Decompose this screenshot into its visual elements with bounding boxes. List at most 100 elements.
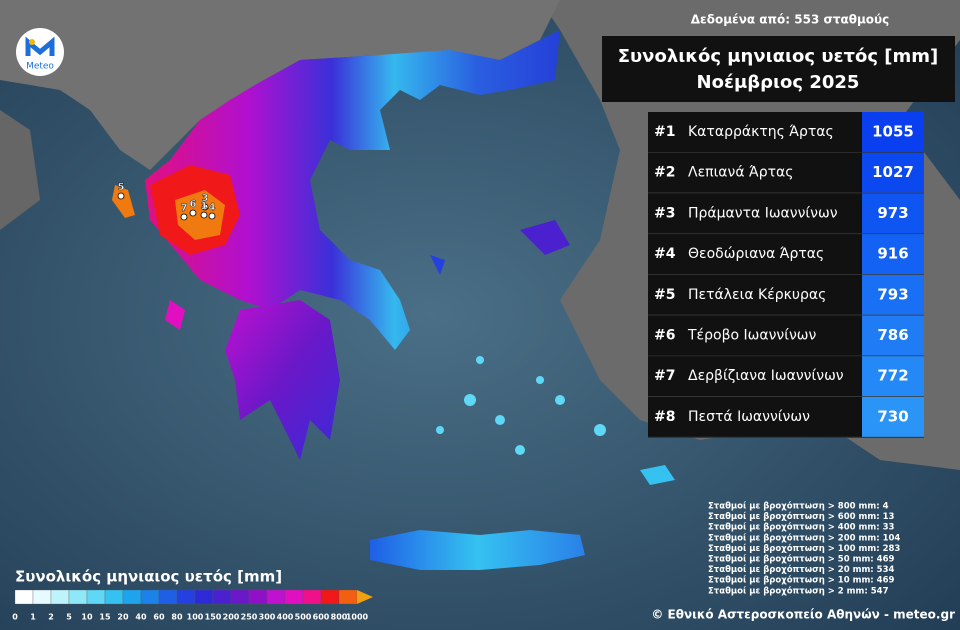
- corfu: [112, 185, 135, 218]
- value-cell: [862, 274, 924, 315]
- source-note: Δεδομένα από: 553 σταθμούς: [691, 13, 890, 27]
- island: [165, 300, 185, 330]
- ranking-table: #1 Καταρράκτης Άρτας 1055 #2 Λεπιανά Άρτας 10…: [648, 112, 924, 438]
- legend-swatch: [266, 589, 286, 605]
- stat-line: Σταθμοί με βροχόπτωση > 400 mm: 33: [708, 522, 894, 533]
- legend-swatch: [302, 589, 322, 605]
- legend-tick-label: 40: [135, 613, 147, 622]
- stat-line: Σταθμοί με βροχόπτωση > 600 mm: 13: [708, 511, 894, 522]
- station-value: 786: [877, 326, 908, 344]
- rank: #5: [654, 287, 675, 303]
- rank: #2: [654, 165, 675, 181]
- legend-swatch: [194, 589, 214, 605]
- station-marker-label: 4: [209, 202, 216, 213]
- station-marker: [201, 203, 209, 211]
- stat-line: Σταθμοί με βροχόπτωση > 10 mm: 469: [708, 575, 894, 586]
- row-bg: [648, 356, 862, 397]
- legend-tick-label: 20: [117, 613, 129, 622]
- legend-tick-label: 5: [66, 613, 72, 622]
- station-name: Πετάλεια Κέρκυρας: [688, 287, 826, 303]
- station-name: Θεοδώριανα Άρτας: [688, 246, 824, 262]
- land-north: [0, 0, 560, 170]
- station-markers: 5 3 7 6 1 4: [117, 182, 216, 221]
- stat-line: Σταθμοί με βροχόπτωση > 200 mm: 104: [708, 532, 900, 543]
- legend-swatch: [50, 589, 70, 605]
- legend-tick-label: 2: [48, 613, 54, 622]
- stat-line: Σταθμοί με βροχόπτωση > 2 mm: 547: [708, 585, 889, 596]
- row-bg: [648, 274, 862, 315]
- station-marker: [180, 213, 188, 221]
- legend-swatch: [32, 589, 52, 605]
- legend-tick-label: 400: [277, 613, 294, 622]
- rank: #1: [654, 124, 675, 140]
- legend-tick-label: 250: [241, 613, 258, 622]
- station-marker-label: 6: [190, 199, 197, 210]
- rank: #8: [654, 409, 675, 425]
- station-name: Καταρράκτης Άρτας: [688, 124, 834, 140]
- value-cell: [862, 356, 924, 397]
- value-cell: [862, 193, 924, 234]
- station-marker: [208, 212, 216, 220]
- station-marker: [117, 192, 125, 200]
- stat-line: Σταθμοί με βροχόπτωση > 800 mm: 4: [708, 501, 889, 512]
- rank: #6: [654, 328, 675, 344]
- station-marker-label: 5: [118, 182, 125, 193]
- peloponnese: [225, 300, 340, 460]
- station-name: Δερβίζιανα Ιωαννίνων: [688, 368, 844, 384]
- value-cell: [862, 396, 924, 437]
- legend-tick-label: 150: [205, 613, 222, 622]
- legend-tick-label: 0: [12, 613, 18, 622]
- station-value: 793: [877, 285, 908, 303]
- legend-tick-label: 15: [99, 613, 111, 622]
- value-cell: [862, 152, 924, 193]
- station-value: 730: [877, 407, 908, 425]
- rhodes: [640, 465, 675, 485]
- legend-swatch: [212, 589, 232, 605]
- legend-tick-label: 1000: [346, 613, 369, 622]
- rank: #7: [654, 368, 675, 384]
- legend: 0 1 2 5 10 15 20 40 60 80 100 150 200 250 300 400 500 600…: [12, 589, 373, 622]
- value-cell: [862, 234, 924, 275]
- stat-line: Σταθμοί με βροχόπτωση > 100 mm: 283: [708, 543, 900, 554]
- legend-tick-label: 800: [331, 613, 348, 622]
- station-marker: [200, 211, 208, 219]
- rank: #4: [654, 246, 676, 262]
- station-marker: [189, 209, 197, 217]
- value-cell: [862, 315, 924, 356]
- legend-swatch: [176, 589, 196, 605]
- station-value: 1027: [872, 163, 914, 181]
- islands: [436, 356, 606, 455]
- station-name: Λεπιανά Άρτας: [688, 165, 794, 181]
- logo-icon: [25, 36, 55, 56]
- stat-line: Σταθμοί με βροχόπτωση > 20 mm: 534: [708, 564, 894, 575]
- legend-swatch: [320, 589, 340, 605]
- legend-tick-label: 600: [313, 613, 330, 622]
- station-value: 1055: [872, 123, 914, 141]
- station-name: Πεστά Ιωαννίνων: [688, 409, 810, 425]
- station-name: Πράμαντα Ιωαννίνων: [688, 205, 838, 221]
- legend-tick-label: 300: [259, 613, 276, 622]
- rank: #3: [654, 205, 675, 221]
- row-bg: [648, 112, 862, 152]
- legend-swatch: [86, 589, 106, 605]
- subtitle: Νοέμβριος 2025: [697, 72, 860, 93]
- legend-tick-label: 80: [171, 613, 183, 622]
- logo-dot: [29, 39, 35, 45]
- legend-swatch: [284, 589, 304, 605]
- station-name: Τέροβο Ιωαννίνων: [687, 328, 817, 344]
- legend-swatch: [122, 589, 142, 605]
- logo-text: Meteo: [26, 62, 54, 72]
- legend-swatch: [338, 589, 358, 605]
- station-value: 772: [877, 367, 908, 385]
- legend-swatch: [14, 589, 34, 605]
- legend-arrow: [357, 590, 373, 604]
- row-bg: [648, 193, 862, 234]
- legend-title: Συνολικός μηνιαιος υετός [mm]: [15, 568, 282, 586]
- legend-tick-label: 10: [81, 613, 93, 622]
- legend-swatch: [104, 589, 124, 605]
- station-marker-label: 3: [202, 193, 209, 204]
- legend-tick-label: 60: [153, 613, 165, 622]
- crete: [370, 530, 585, 570]
